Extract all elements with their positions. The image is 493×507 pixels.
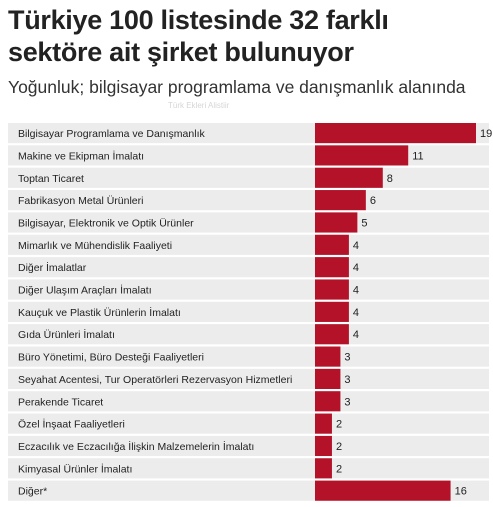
bar — [315, 346, 341, 367]
data-label: 11 — [412, 150, 423, 162]
chart-row: Makine ve Ekipman İmalatı 11 — [8, 145, 489, 166]
bar — [315, 257, 349, 278]
bar — [315, 234, 349, 255]
chart-title: Türkiye 100 listesinde 32 farklı sektöre… — [8, 5, 389, 67]
bar — [315, 301, 349, 322]
row-background — [8, 435, 489, 457]
data-label: 4 — [353, 262, 359, 274]
chart-row: Bilgisayar, Elektronik ve Optik Ürünler 5 — [8, 212, 489, 233]
chart-row: Fabrikasyon Metal Ürünleri 6 — [8, 190, 489, 211]
data-label: 3 — [344, 352, 350, 364]
bar — [315, 413, 332, 434]
row-background — [8, 346, 489, 367]
data-label: 16 — [455, 486, 467, 498]
bar — [315, 324, 349, 345]
bar — [315, 212, 358, 233]
category-label: Kauçuk ve Plastik Ürünlerin İmalatı — [18, 306, 181, 319]
category-label: Mimarlık ve Mühendislik Faaliyeti — [18, 240, 172, 252]
chart-row: Bilgisayar Programlama ve Danışmanlık 19 — [8, 123, 492, 144]
chart-row: Mimarlık ve Mühendislik Faaliyeti 4 — [8, 234, 489, 255]
row-background — [8, 458, 489, 479]
chart-row: Toptan Ticaret 8 — [8, 167, 489, 188]
bar — [315, 458, 332, 479]
chart-subtitle: Yoğunluk; bilgisayar programlama ve danı… — [8, 77, 466, 97]
data-label: 4 — [353, 329, 359, 341]
data-label: 4 — [353, 240, 359, 252]
bar — [315, 190, 366, 211]
data-label: 6 — [370, 195, 376, 207]
bar — [315, 279, 349, 300]
chart-row: Diğer Ulaşım Araçları İmalatı 4 — [8, 279, 489, 300]
category-label: Özel İnşaat Faaliyetleri — [18, 418, 125, 431]
bar — [315, 368, 341, 389]
category-label: Gıda Ürünleri İmalatı — [18, 328, 115, 341]
category-label: Diğer* — [18, 486, 47, 498]
bar — [315, 391, 341, 412]
data-label: 3 — [344, 396, 350, 408]
row-background — [8, 190, 489, 211]
category-label: Bilgisayar Programlama ve Danışmanlık — [18, 128, 205, 140]
chart-row: Büro Yönetimi, Büro Desteği Faaliyetleri… — [8, 346, 489, 367]
row-background — [8, 257, 489, 278]
chart-row: Diğer* 16 — [8, 480, 489, 501]
category-label: Eczacılık ve Eczacılığa İlişkin Malzemel… — [18, 440, 254, 453]
bar — [315, 435, 332, 457]
data-label: 5 — [361, 217, 367, 229]
row-background — [8, 234, 489, 255]
category-label: Fabrikasyon Metal Ürünleri — [18, 195, 143, 207]
row-background — [8, 368, 489, 389]
chart-row: Özel İnşaat Faaliyetleri 2 — [8, 413, 489, 434]
data-label: 8 — [387, 173, 393, 185]
row-background — [8, 324, 489, 345]
row-background — [8, 391, 489, 412]
row-background — [8, 301, 489, 322]
row-background — [8, 413, 489, 434]
data-label: 2 — [336, 463, 342, 475]
chart-row: Perakende Ticaret 3 — [8, 391, 489, 412]
chart-row: Kauçuk ve Plastik Ürünlerin İmalatı 4 — [8, 301, 489, 322]
data-label: 3 — [344, 374, 350, 386]
data-label: 2 — [336, 419, 342, 431]
category-label: Büro Yönetimi, Büro Desteği Faaliyetleri — [18, 352, 204, 364]
chart-row: Diğer İmalatlar 4 — [8, 257, 489, 278]
category-label: Kimyasal Ürünler İmalatı — [18, 462, 132, 475]
category-label: Bilgisayar, Elektronik ve Optik Ürünler — [18, 217, 194, 229]
category-label: Toptan Ticaret — [18, 173, 84, 185]
chart-row: Seyahat Acentesi, Tur Operatörleri Rezer… — [8, 368, 489, 389]
bar — [315, 480, 451, 501]
data-label: 4 — [353, 307, 359, 319]
chart-row: Eczacılık ve Eczacılığa İlişkin Malzemel… — [8, 435, 489, 457]
bar — [315, 123, 476, 144]
category-label: Diğer İmalatlar — [18, 261, 87, 274]
bar — [315, 167, 383, 188]
chart-row: Gıda Ürünleri İmalatı 4 — [8, 324, 489, 345]
category-label: Perakende Ticaret — [18, 396, 103, 408]
bar — [315, 145, 409, 166]
category-label: Makine ve Ekipman İmalatı — [18, 149, 144, 162]
data-label: 19 — [480, 128, 492, 140]
data-label: 2 — [336, 441, 342, 453]
category-label: Seyahat Acentesi, Tur Operatörleri Rezer… — [18, 374, 292, 386]
data-label: 4 — [353, 285, 359, 297]
row-background — [8, 279, 489, 300]
category-label: Diğer Ulaşım Araçları İmalatı — [18, 284, 152, 297]
watermark-text: Türk Ekleri Alistiir — [168, 101, 230, 110]
chart-row: Kimyasal Ürünler İmalatı 2 — [8, 458, 489, 479]
row-background — [8, 212, 489, 233]
